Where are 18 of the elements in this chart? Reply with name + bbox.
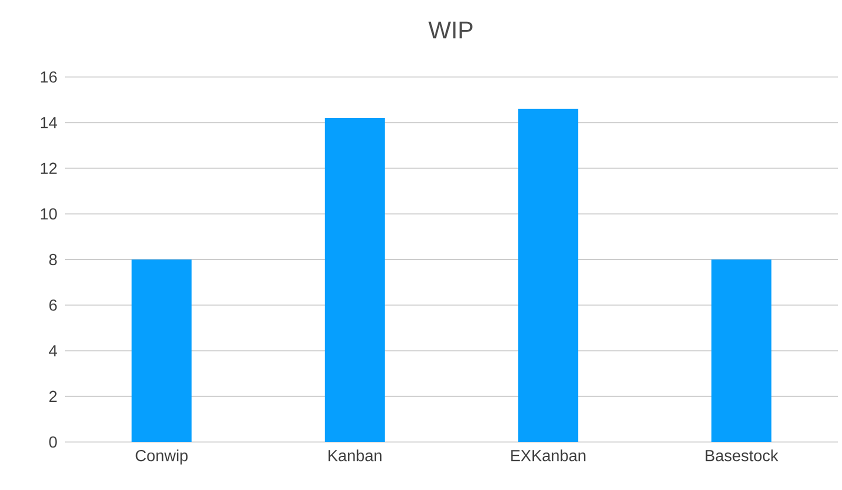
bar: [518, 108, 578, 442]
y-tick-label: 16: [40, 71, 57, 83]
bar: [324, 118, 385, 442]
bar: [132, 260, 192, 442]
y-tick-label: 0: [49, 436, 57, 448]
x-tick-label: Conwip: [136, 450, 188, 464]
x-tick-label: Kanban: [328, 450, 382, 462]
y-tick-label: 6: [49, 299, 57, 311]
x-tick-label: Basestock: [706, 450, 778, 462]
y-tick-label: 14: [40, 117, 57, 128]
y-tick-label: 8: [49, 254, 57, 266]
bar: [711, 260, 772, 442]
y-tick-label: 4: [48, 345, 57, 356]
y-tick-label: 10: [40, 208, 57, 220]
y-tick-label: 12: [40, 162, 57, 174]
x-tick-label: EXKanban: [511, 450, 586, 462]
y-tick-label: 2: [49, 390, 57, 402]
chart-title: WIP: [428, 22, 472, 38]
